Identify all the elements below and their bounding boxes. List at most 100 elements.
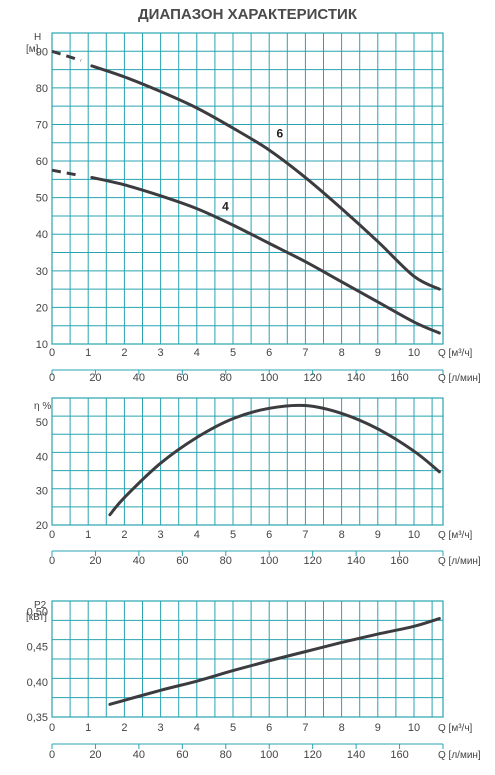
y-axis-label: η % xyxy=(34,401,51,412)
series-dashed-segment xyxy=(51,49,82,62)
x-tick-label: 10 xyxy=(408,347,420,359)
chart-title: ДИАПАЗОН ХАРАКТЕРИСТИК xyxy=(138,6,357,23)
curve-label-6: 6 xyxy=(276,126,283,140)
y-tick-label: 0,50 xyxy=(27,607,48,619)
series-line xyxy=(108,617,441,706)
y-tick-label: 0,35 xyxy=(27,712,48,724)
x-axis-unit-m3h: Q [м³/ч] xyxy=(438,530,473,541)
x-tick-label: 6 xyxy=(266,529,272,541)
x-tick-label: 7 xyxy=(302,347,308,359)
secondary-tick-label: 140 xyxy=(347,372,365,384)
x-axis-unit-m3h: Q [м³/ч] xyxy=(438,348,473,359)
x-tick-label: 9 xyxy=(375,529,381,541)
y-tick-label: 40 xyxy=(36,451,48,463)
y-axis-unit: [кВт] xyxy=(26,612,47,623)
x-tick-label: 3 xyxy=(158,722,164,734)
secondary-tick-label: 100 xyxy=(260,749,278,761)
secondary-tick-label: 0 xyxy=(49,749,55,761)
secondary-tick-label: 160 xyxy=(390,555,408,567)
secondary-tick-label: 20 xyxy=(89,749,101,761)
x-tick-label: 9 xyxy=(375,347,381,359)
x-tick-label: 7 xyxy=(302,529,308,541)
y-tick-label: 50 xyxy=(36,193,48,205)
secondary-tick-label: 20 xyxy=(89,372,101,384)
x-tick-label: 1 xyxy=(85,722,91,734)
secondary-tick-label: 60 xyxy=(176,372,188,384)
x-tick-label: 3 xyxy=(158,347,164,359)
secondary-tick-label: 40 xyxy=(133,749,145,761)
secondary-tick-label: 120 xyxy=(303,555,321,567)
secondary-tick-label: 0 xyxy=(49,555,55,567)
x-tick-label: 2 xyxy=(121,529,127,541)
x-tick-label: 4 xyxy=(194,722,200,734)
secondary-tick-label: 100 xyxy=(260,555,278,567)
plot-frame xyxy=(51,32,444,345)
x-tick-label: 5 xyxy=(230,347,236,359)
y-tick-label: 0,40 xyxy=(27,677,48,689)
y-axis-unit: [м] xyxy=(26,44,39,55)
x-tick-label: 10 xyxy=(408,529,420,541)
secondary-tick-label: 160 xyxy=(390,749,408,761)
x-tick-label: 4 xyxy=(194,529,200,541)
y-tick-label: 20 xyxy=(36,520,48,532)
x-tick-label: 0 xyxy=(49,722,55,734)
x-tick-label: 2 xyxy=(121,347,127,359)
secondary-tick-label: 140 xyxy=(347,555,365,567)
y-tick-label: 80 xyxy=(36,83,48,95)
x-axis-unit-lmin: Q [л/мин] xyxy=(438,556,481,567)
y-tick-label: 0,45 xyxy=(27,642,48,654)
secondary-tick-label: 40 xyxy=(133,372,145,384)
x-axis-unit-lmin: Q [л/мин] xyxy=(438,750,481,761)
x-tick-label: 2 xyxy=(121,722,127,734)
series-line xyxy=(90,176,441,335)
x-tick-label: 0 xyxy=(49,347,55,359)
x-tick-label: 0 xyxy=(49,529,55,541)
x-axis-unit-lmin: Q [л/мин] xyxy=(438,373,481,384)
y-tick-label: 70 xyxy=(36,119,48,131)
x-tick-label: 1 xyxy=(85,529,91,541)
x-tick-label: 5 xyxy=(230,722,236,734)
x-tick-label: 8 xyxy=(339,722,345,734)
y-tick-label: 90 xyxy=(36,46,48,58)
x-axis-unit-m3h: Q [м³/ч] xyxy=(438,723,473,734)
plot-frame xyxy=(51,397,444,526)
x-tick-label: 6 xyxy=(266,722,272,734)
x-tick-label: 3 xyxy=(158,529,164,541)
x-tick-label: 7 xyxy=(302,722,308,734)
x-tick-label: 6 xyxy=(266,347,272,359)
secondary-tick-label: 80 xyxy=(220,372,232,384)
secondary-tick-label: 60 xyxy=(176,555,188,567)
x-tick-label: 1 xyxy=(85,347,91,359)
y-tick-label: 20 xyxy=(36,302,48,314)
series-line xyxy=(90,64,441,291)
secondary-tick-label: 120 xyxy=(303,372,321,384)
secondary-tick-label: 80 xyxy=(220,555,232,567)
secondary-tick-label: 160 xyxy=(390,372,408,384)
y-axis-label: H xyxy=(34,32,41,43)
secondary-tick-label: 80 xyxy=(220,749,232,761)
x-tick-label: 8 xyxy=(339,347,345,359)
y-tick-label: 60 xyxy=(36,156,48,168)
y-tick-label: 30 xyxy=(36,486,48,498)
x-tick-label: 10 xyxy=(408,722,420,734)
series-line xyxy=(108,403,441,517)
secondary-tick-label: 20 xyxy=(89,555,101,567)
y-tick-label: 10 xyxy=(36,339,48,351)
x-tick-label: 8 xyxy=(339,529,345,541)
plot-frame xyxy=(51,600,444,718)
y-axis-label: P2 xyxy=(34,600,47,611)
secondary-tick-label: 140 xyxy=(347,749,365,761)
x-tick-label: 4 xyxy=(194,347,200,359)
secondary-tick-label: 0 xyxy=(49,372,55,384)
secondary-tick-label: 120 xyxy=(303,749,321,761)
secondary-tick-label: 100 xyxy=(260,372,278,384)
secondary-tick-label: 40 xyxy=(133,555,145,567)
y-tick-label: 40 xyxy=(36,229,48,241)
secondary-tick-label: 60 xyxy=(176,749,188,761)
x-tick-label: 9 xyxy=(375,722,381,734)
x-tick-label: 5 xyxy=(230,529,236,541)
curve-label-4: 4 xyxy=(222,199,229,213)
y-tick-label: 50 xyxy=(36,417,48,429)
series-dashed-segment xyxy=(51,168,82,178)
